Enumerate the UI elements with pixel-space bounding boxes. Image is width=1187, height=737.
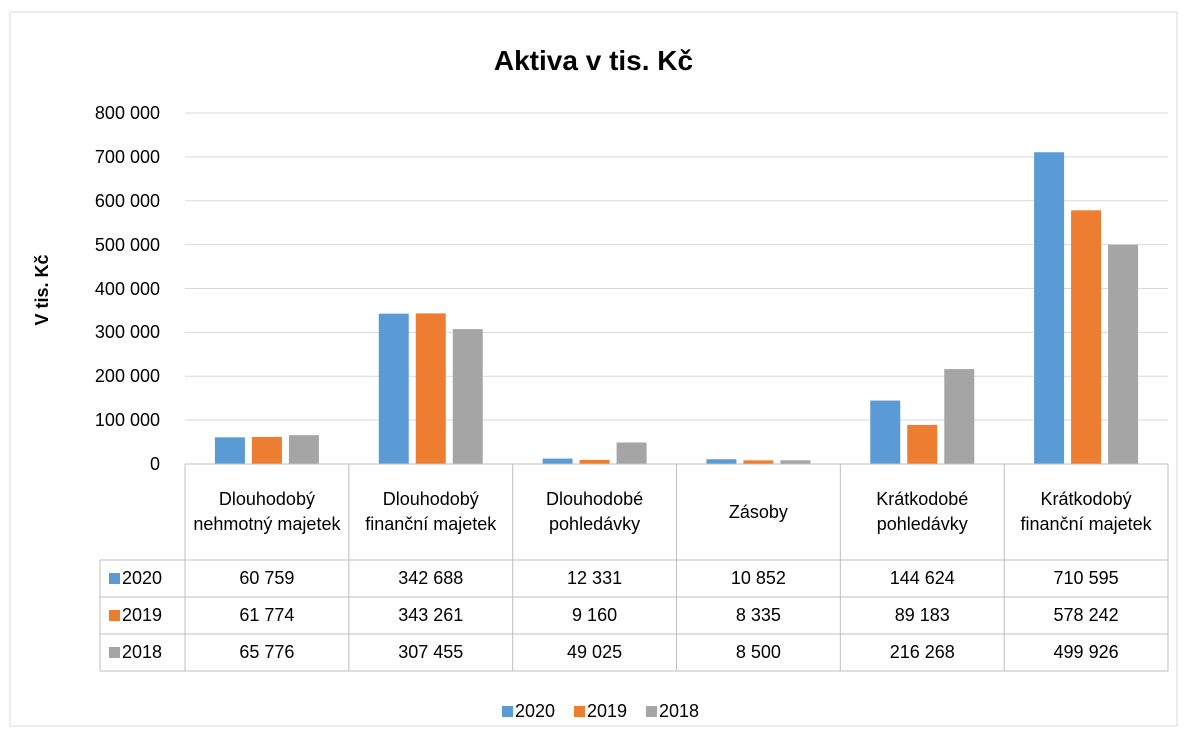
table-value: 60 759: [239, 568, 295, 588]
table-value: 499 926: [1053, 642, 1119, 662]
bar: [870, 400, 901, 464]
y-tick-label: 500 000: [94, 234, 160, 255]
table-series-name: 2020: [122, 568, 163, 588]
bar: [907, 424, 938, 464]
bar: [780, 460, 811, 464]
bar: [251, 436, 282, 464]
bar: [415, 313, 446, 464]
table-series-name: 2019: [122, 605, 163, 625]
table-value: 342 688: [398, 568, 464, 588]
y-tick-label: 400 000: [94, 278, 160, 299]
table-value: 8 500: [735, 642, 781, 662]
x-tick-label: Krátkodobý finanční majetek: [1020, 489, 1152, 534]
y-tick-label: 300 000: [94, 322, 160, 343]
table-value: 144 624: [889, 568, 955, 588]
x-tick-label: Dlouhodobý finanční majetek: [365, 489, 497, 534]
bar: [1071, 210, 1102, 464]
table-series-name: 2018: [122, 642, 163, 662]
bar: [706, 459, 737, 464]
table-value: 89 183: [894, 605, 950, 625]
table-value: 9 160: [572, 605, 618, 625]
x-tick-label: Dlouhodobé pohledávky: [546, 489, 644, 534]
table-value: 216 268: [889, 642, 955, 662]
bar: [1108, 244, 1139, 464]
y-axis-label: V tis. Kč: [32, 254, 52, 326]
legend-key: [109, 573, 120, 584]
y-tick-label: 800 000: [94, 103, 160, 123]
table-value: 49 025: [567, 642, 623, 662]
bar: [1034, 152, 1065, 464]
table-value: 12 331: [567, 568, 623, 588]
legend-key: [109, 610, 120, 621]
legend-key: [574, 706, 585, 717]
x-tick-label: Krátkodobé pohledávky: [876, 489, 969, 534]
y-tick-label: 600 000: [94, 190, 160, 211]
legend-key: [109, 647, 120, 658]
legend-label: 2020: [515, 701, 556, 721]
y-tick-label: 100 000: [94, 410, 160, 431]
bar: [378, 313, 409, 464]
chart-border: [9, 11, 1178, 727]
bar: [944, 369, 975, 464]
y-tick-label: 200 000: [94, 366, 160, 387]
legend-key: [646, 706, 657, 717]
bar: [452, 329, 483, 464]
table-value: 307 455: [398, 642, 464, 662]
bar: [214, 437, 245, 464]
legend-key: [502, 706, 513, 717]
chart-title: Aktiva v tis. Kč: [493, 45, 694, 76]
table-value: 710 595: [1053, 568, 1119, 588]
table-value: 61 774: [239, 605, 295, 625]
bar: [542, 458, 573, 464]
legend-label: 2019: [587, 701, 628, 721]
y-tick-label: 0: [149, 454, 160, 474]
x-tick-label: Dlouhodobý nehmotný majetek: [193, 489, 341, 534]
bar: [743, 460, 774, 464]
table-value: 343 261: [398, 605, 464, 625]
bar: [616, 442, 647, 464]
legend-label: 2018: [659, 701, 700, 721]
x-tick-label: Zásoby: [728, 501, 788, 522]
bar: [288, 435, 319, 464]
table-value: 578 242: [1053, 605, 1119, 625]
table-value: 65 776: [239, 642, 295, 662]
y-tick-label: 700 000: [94, 146, 160, 167]
table-value: 8 335: [735, 605, 781, 625]
table-value: 10 852: [730, 568, 786, 588]
bar: [579, 459, 610, 464]
